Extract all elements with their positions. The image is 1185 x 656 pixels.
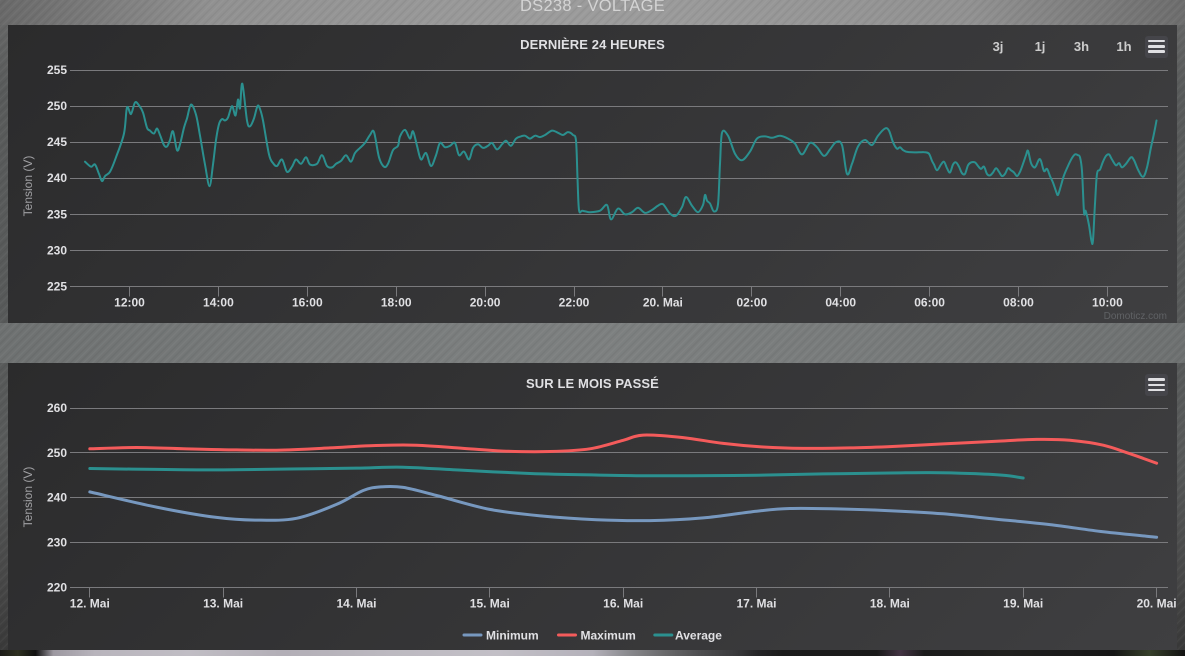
svg-text:Minimum: Minimum	[486, 629, 539, 643]
svg-text:230: 230	[47, 243, 67, 257]
svg-text:250: 250	[47, 99, 67, 113]
svg-text:240: 240	[47, 171, 67, 185]
svg-text:20:00: 20:00	[470, 296, 501, 310]
svg-text:255: 255	[47, 63, 67, 77]
svg-text:Tension (V): Tension (V)	[21, 156, 35, 217]
svg-text:15. Mai: 15. Mai	[470, 597, 510, 611]
svg-text:16. Mai: 16. Mai	[603, 597, 643, 611]
svg-text:10:00: 10:00	[1092, 296, 1123, 310]
svg-text:245: 245	[47, 135, 67, 149]
svg-text:13. Mai: 13. Mai	[203, 597, 243, 611]
svg-text:Maximum: Maximum	[581, 629, 636, 643]
svg-text:250: 250	[47, 446, 67, 460]
svg-text:12:00: 12:00	[114, 296, 145, 310]
svg-text:20. Mai: 20. Mai	[1137, 597, 1177, 611]
svg-text:260: 260	[47, 401, 67, 415]
svg-text:16:00: 16:00	[292, 296, 323, 310]
svg-text:17. Mai: 17. Mai	[736, 597, 776, 611]
svg-text:Average: Average	[675, 629, 722, 643]
svg-text:225: 225	[47, 280, 67, 294]
svg-text:Tension (V): Tension (V)	[21, 467, 35, 528]
svg-text:22:00: 22:00	[559, 296, 590, 310]
svg-text:Domoticz.com: Domoticz.com	[1104, 311, 1167, 322]
svg-text:18:00: 18:00	[381, 296, 412, 310]
svg-text:20. Mai: 20. Mai	[643, 296, 683, 310]
svg-text:18. Mai: 18. Mai	[870, 597, 910, 611]
svg-text:14. Mai: 14. Mai	[336, 597, 376, 611]
svg-text:235: 235	[47, 207, 67, 221]
svg-text:06:00: 06:00	[914, 296, 945, 310]
svg-text:04:00: 04:00	[825, 296, 856, 310]
svg-text:230: 230	[47, 536, 67, 550]
svg-text:02:00: 02:00	[736, 296, 767, 310]
svg-text:19. Mai: 19. Mai	[1003, 597, 1043, 611]
svg-text:240: 240	[47, 491, 67, 505]
svg-text:12. Mai: 12. Mai	[70, 597, 110, 611]
svg-text:14:00: 14:00	[203, 296, 234, 310]
svg-text:220: 220	[47, 580, 67, 594]
svg-text:08:00: 08:00	[1003, 296, 1034, 310]
